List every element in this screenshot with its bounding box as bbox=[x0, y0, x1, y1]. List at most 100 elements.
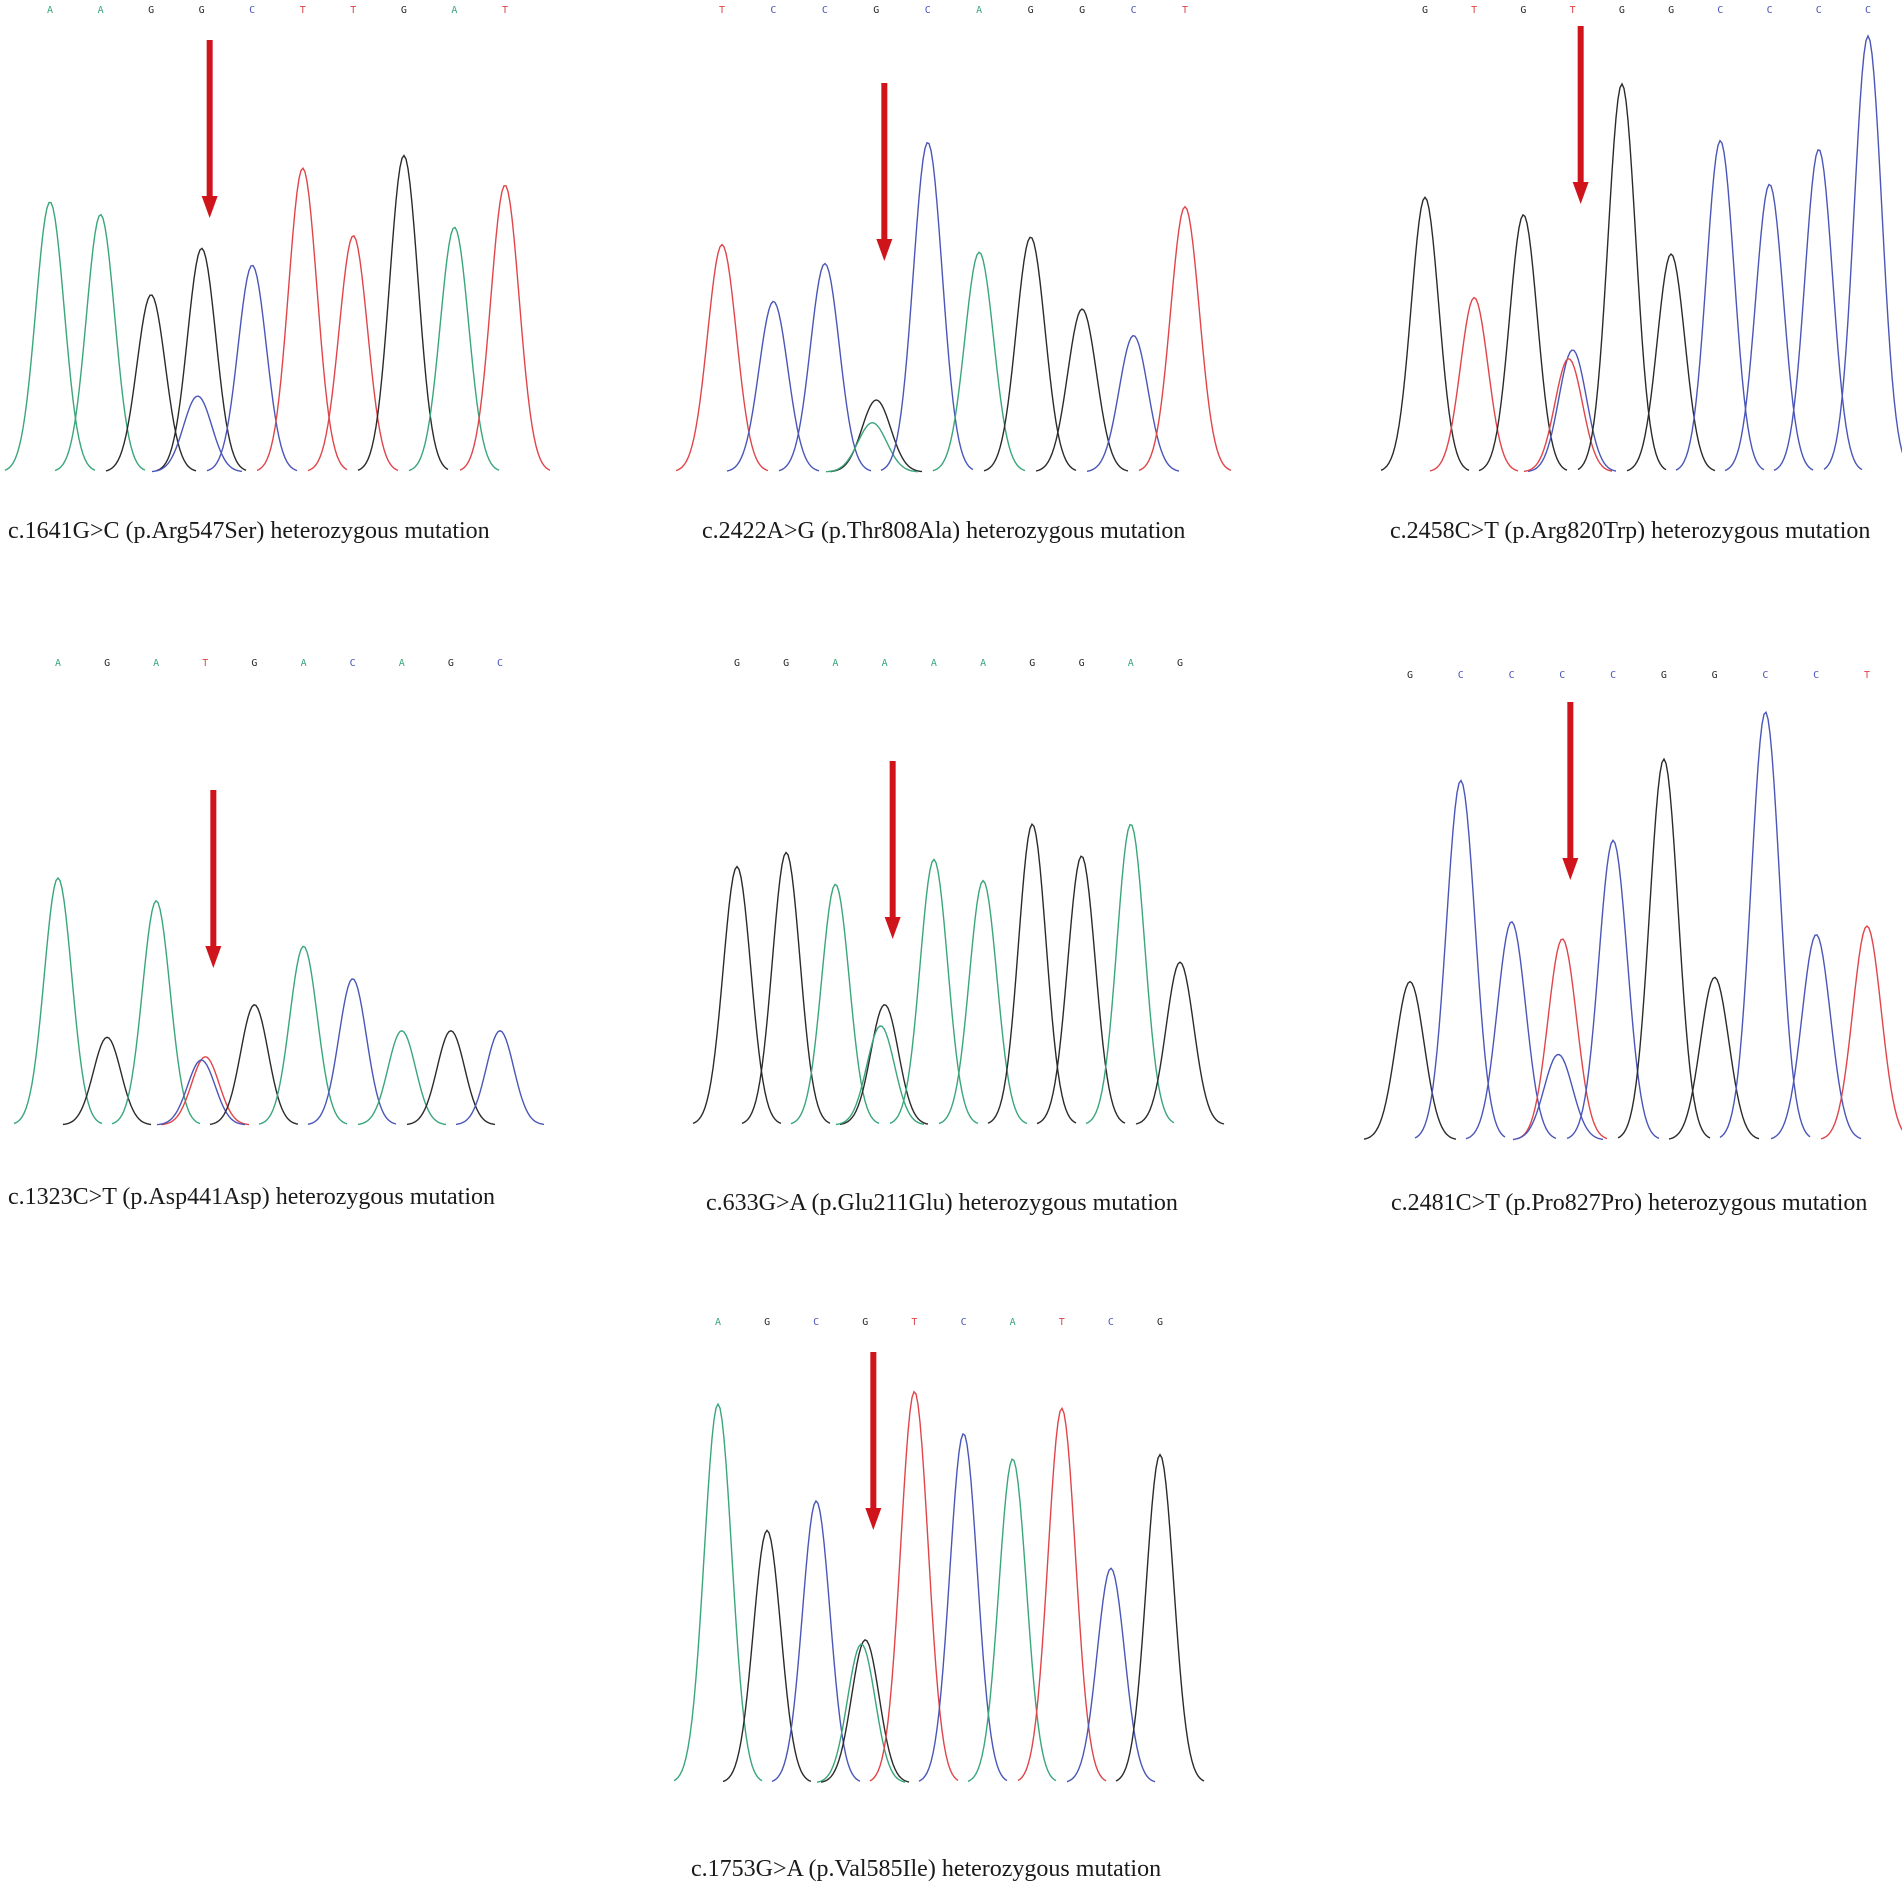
trace-peak-A bbox=[932, 251, 1026, 472]
trace-peak-T bbox=[675, 243, 769, 472]
trace-peak-C bbox=[1086, 334, 1180, 472]
base-call-label: T bbox=[1864, 670, 1870, 681]
trace-peak-G bbox=[1380, 196, 1470, 471]
trace-peak-A bbox=[825, 421, 919, 473]
mutation-arrow-head bbox=[1562, 858, 1579, 880]
trace-peak-G bbox=[987, 822, 1077, 1124]
trace-peak-T bbox=[1523, 358, 1613, 473]
mutation-arrow-head bbox=[884, 917, 901, 939]
base-call-label: A bbox=[976, 5, 982, 16]
trace-peak-G bbox=[983, 236, 1077, 472]
base-call-label: G bbox=[448, 658, 454, 669]
trace-peak-A bbox=[357, 1030, 447, 1126]
base-call-label: A bbox=[882, 658, 888, 669]
trace-peak-G bbox=[1135, 961, 1225, 1125]
trace-peak-G bbox=[829, 399, 923, 473]
trace-peak-A bbox=[673, 1402, 763, 1782]
mutation-arrow-head bbox=[201, 196, 218, 218]
base-call-label: T bbox=[719, 5, 725, 16]
base-call-label: G bbox=[1422, 5, 1428, 16]
base-call-label: A bbox=[451, 5, 457, 16]
trace-peak-C bbox=[1512, 1053, 1604, 1141]
trace-peak-T bbox=[1429, 296, 1519, 472]
mutation-caption: c.2458C>T (p.Arg820Trp) heterozygous mut… bbox=[1390, 518, 1870, 544]
trace-peak-C bbox=[726, 300, 820, 472]
trace-peak-G bbox=[62, 1036, 152, 1126]
trace-peak-G bbox=[155, 247, 247, 472]
base-call-label: C bbox=[822, 5, 828, 16]
trace-peak-G bbox=[105, 294, 197, 472]
base-call-label: T bbox=[350, 5, 356, 16]
trace-peak-C bbox=[307, 978, 397, 1125]
base-call-label: T bbox=[202, 658, 208, 669]
trace-peak-C bbox=[1770, 934, 1862, 1140]
base-call-label: G bbox=[783, 658, 789, 669]
base-call-label: C bbox=[1458, 670, 1464, 681]
base-call-label: G bbox=[148, 5, 154, 16]
trace-peak-C bbox=[1527, 349, 1617, 473]
trace-peak-G bbox=[1577, 82, 1667, 471]
trace-peak-G bbox=[1617, 757, 1711, 1139]
trace-peak-C bbox=[156, 1059, 246, 1126]
base-call-label: T bbox=[1059, 1317, 1065, 1328]
trace-peak-A bbox=[938, 879, 1028, 1125]
mutation-arrow-head bbox=[876, 239, 893, 261]
trace-peak-T bbox=[307, 235, 399, 472]
base-call-label: C bbox=[1559, 670, 1565, 681]
trace-peak-T bbox=[1516, 938, 1608, 1140]
base-call-label: A bbox=[55, 658, 61, 669]
trace-peak-A bbox=[1085, 823, 1175, 1125]
base-call-label: C bbox=[350, 658, 356, 669]
base-call-label: T bbox=[300, 5, 306, 16]
trace-peak-G bbox=[1363, 980, 1457, 1140]
base-call-label: T bbox=[911, 1317, 917, 1328]
trace-peak-G bbox=[209, 1004, 299, 1126]
base-call-label: A bbox=[301, 658, 307, 669]
trace-peak-C bbox=[778, 262, 872, 472]
base-call-label: A bbox=[980, 658, 986, 669]
base-call-label: G bbox=[764, 1317, 770, 1328]
base-call-label: A bbox=[98, 5, 104, 16]
base-call-label: C bbox=[770, 5, 776, 16]
mutation-arrow-head bbox=[865, 1508, 882, 1530]
trace-peak-T bbox=[160, 1056, 250, 1126]
base-call-label: T bbox=[502, 5, 508, 16]
mutation-caption: c.1323C>T (p.Asp441Asp) heterozygous mut… bbox=[8, 1184, 495, 1210]
base-call-label: C bbox=[1816, 5, 1822, 16]
base-call-label: G bbox=[401, 5, 407, 16]
trace-peak-A bbox=[835, 1025, 925, 1126]
base-call-label: G bbox=[1029, 658, 1035, 669]
trace-peak-G bbox=[722, 1529, 812, 1783]
mutation-caption: c.1753G>A (p.Val585Ile) heterozygous mut… bbox=[691, 1856, 1161, 1882]
base-call-label: C bbox=[1813, 670, 1819, 681]
trace-peak-C bbox=[1066, 1567, 1156, 1783]
chromatogram-panel-7: A G C G T C A T C Gc.1753G>A (p.Val585Ile) hetero… bbox=[673, 1317, 1205, 1882]
trace-peak-C bbox=[1719, 711, 1811, 1138]
chromatogram-panel-4: A G A T G A C A G Cc.1323C>T (p.Asp441Asp) hetero… bbox=[8, 658, 545, 1210]
base-call-label: C bbox=[1610, 670, 1616, 681]
base-call-label: G bbox=[251, 658, 257, 669]
base-call-label: G bbox=[1028, 5, 1034, 16]
base-call-label: C bbox=[1108, 1317, 1114, 1328]
trace-peak-T bbox=[1820, 924, 1902, 1140]
base-call-label: G bbox=[1668, 5, 1674, 16]
base-call-label: G bbox=[1619, 5, 1625, 16]
base-call-label: C bbox=[497, 658, 503, 669]
trace-peak-G bbox=[741, 851, 831, 1125]
base-call-label: C bbox=[1762, 670, 1768, 681]
trace-peak-G bbox=[692, 865, 782, 1125]
trace-peak-A bbox=[258, 945, 348, 1125]
base-call-label: G bbox=[1661, 670, 1667, 681]
base-call-label: A bbox=[1128, 658, 1134, 669]
trace-peak-C bbox=[206, 264, 298, 472]
trace-peak-T bbox=[1017, 1406, 1107, 1782]
base-call-label: G bbox=[199, 5, 205, 16]
trace-peak-G bbox=[406, 1030, 496, 1126]
trace-peak-A bbox=[4, 201, 96, 471]
trace-peak-T bbox=[459, 185, 551, 471]
trace-peak-C bbox=[880, 141, 974, 471]
base-call-label: T bbox=[1570, 5, 1576, 16]
trace-peak-A bbox=[790, 883, 880, 1125]
base-call-label: G bbox=[734, 658, 740, 669]
